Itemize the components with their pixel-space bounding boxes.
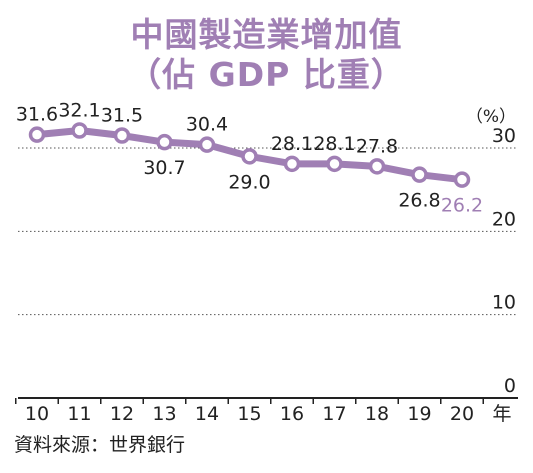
data-point <box>28 126 46 143</box>
x-tick-label: 19 <box>407 403 431 425</box>
data-label: 31.6 <box>16 104 58 126</box>
data-label: 28.1 <box>313 133 355 155</box>
data-point <box>283 155 301 173</box>
data-point <box>368 158 386 175</box>
chart-title: 中國製造業增加值 <box>130 15 403 54</box>
data-label: 26.8 <box>398 190 440 212</box>
data-label: 26.2 <box>441 195 483 217</box>
x-tick-label: 10 <box>25 403 49 425</box>
x-tick-label: 14 <box>195 403 219 425</box>
data-point <box>156 133 173 151</box>
chart-subtitle: （佔 GDP 比重） <box>128 55 405 94</box>
data-point <box>241 148 258 165</box>
x-tick-label: 16 <box>280 403 304 425</box>
data-label: 29.0 <box>228 171 270 193</box>
data-point <box>113 127 131 144</box>
data-point <box>71 122 88 139</box>
data-label: 31.5 <box>101 105 143 127</box>
data-point <box>198 136 216 153</box>
y-tick-label: 20 <box>492 208 516 230</box>
x-tick-label: 18 <box>365 403 389 425</box>
data-label: 27.8 <box>356 135 398 157</box>
x-tick-label: 15 <box>237 403 261 425</box>
x-tick-label: 11 <box>67 403 91 425</box>
data-label: 28.1 <box>271 133 313 155</box>
y-tick-label: 0 <box>504 375 516 397</box>
x-tick-label: 20 <box>450 403 474 425</box>
data-label: 30.4 <box>186 114 228 136</box>
y-tick-label: 10 <box>492 292 516 314</box>
source-note: 資料來源：世界銀行 <box>14 434 186 456</box>
x-tick-label: 17 <box>322 403 346 425</box>
data-point <box>453 171 471 188</box>
y-unit-label: （%） <box>466 107 516 127</box>
x-tick-label: 13 <box>152 403 176 425</box>
y-tick-label: 30 <box>492 125 516 147</box>
x-unit-label: 年 <box>492 403 511 425</box>
data-point <box>411 166 428 183</box>
data-label: 32.1 <box>58 100 100 122</box>
data-label: 30.7 <box>143 157 185 179</box>
data-point <box>326 155 343 173</box>
x-tick-label: 12 <box>110 403 134 425</box>
